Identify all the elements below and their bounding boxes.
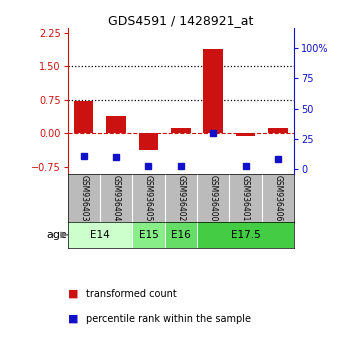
Text: age: age (46, 230, 67, 240)
Bar (268, 128, 288, 133)
Text: GSM936403: GSM936403 (79, 175, 88, 221)
Text: E16: E16 (171, 230, 191, 240)
Text: transformed count: transformed count (86, 289, 177, 299)
Text: GSM936402: GSM936402 (176, 175, 185, 221)
Bar (236, 133, 255, 136)
Bar (106, 116, 126, 133)
Text: percentile rank within the sample: percentile rank within the sample (86, 314, 251, 324)
Title: GDS4591 / 1428921_at: GDS4591 / 1428921_at (108, 14, 254, 27)
Bar (165, 222, 197, 248)
Bar (139, 133, 158, 150)
Bar (68, 222, 132, 248)
Text: GSM936400: GSM936400 (209, 175, 218, 221)
Text: E14: E14 (90, 230, 110, 240)
Text: GSM936401: GSM936401 (241, 175, 250, 221)
Text: ■: ■ (68, 289, 78, 299)
Bar (132, 222, 165, 248)
Text: E15: E15 (139, 230, 159, 240)
Text: GSM936405: GSM936405 (144, 175, 153, 221)
Bar (203, 49, 223, 133)
Bar (74, 101, 94, 133)
Text: GSM936404: GSM936404 (112, 175, 121, 221)
Text: GSM936406: GSM936406 (273, 175, 282, 221)
Bar (197, 222, 294, 248)
Text: ■: ■ (68, 314, 78, 324)
Text: E17.5: E17.5 (231, 230, 260, 240)
Bar (171, 128, 191, 133)
